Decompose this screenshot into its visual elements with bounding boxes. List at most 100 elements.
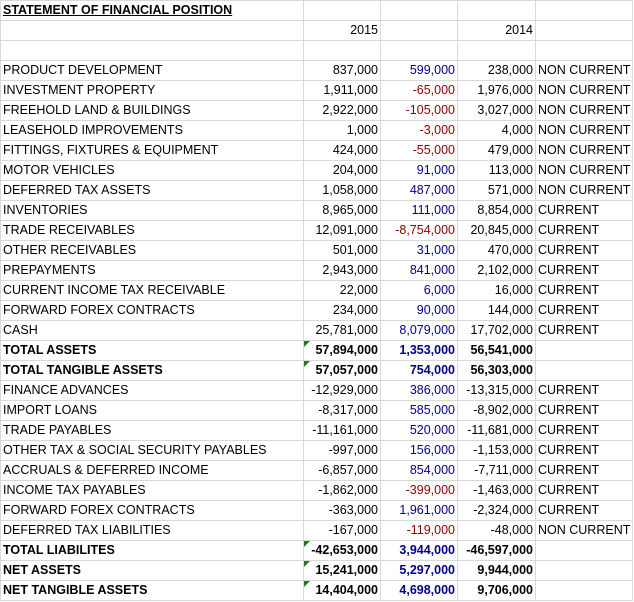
value-2014-cell[interactable]: 479,000 <box>457 140 536 161</box>
empty-cell[interactable] <box>380 20 458 41</box>
change-cell[interactable]: 4,698,000 <box>380 580 458 601</box>
change-cell[interactable]: 156,000 <box>380 440 458 461</box>
value-2015-cell[interactable]: 14,404,000 <box>303 580 381 601</box>
row-label-cell[interactable]: INVENTORIES <box>0 200 304 221</box>
classification-cell[interactable]: NON CURRENT <box>534 160 634 181</box>
value-2015-cell[interactable]: 837,000 <box>303 60 381 81</box>
change-cell[interactable]: 31,000 <box>380 240 458 261</box>
classification-cell[interactable]: NON CURRENT <box>534 100 634 121</box>
value-2015-cell[interactable]: 2,943,000 <box>303 260 381 281</box>
value-2015-cell[interactable]: -1,862,000 <box>303 480 381 501</box>
value-2015-cell[interactable]: 1,000 <box>303 120 381 141</box>
value-2014-cell[interactable]: 113,000 <box>457 160 536 181</box>
value-2015-cell[interactable]: 501,000 <box>303 240 381 261</box>
change-cell[interactable]: -105,000 <box>380 100 458 121</box>
classification-cell[interactable]: CURRENT <box>534 320 634 341</box>
change-cell[interactable]: -3,000 <box>380 120 458 141</box>
classification-cell[interactable]: CURRENT <box>534 400 634 421</box>
value-2015-cell[interactable]: 2,922,000 <box>303 100 381 121</box>
row-label-cell[interactable]: FORWARD FOREX CONTRACTS <box>0 300 304 321</box>
classification-cell[interactable]: CURRENT <box>534 480 634 501</box>
row-label-cell[interactable]: TOTAL ASSETS <box>0 340 304 361</box>
value-2015-cell[interactable]: -8,317,000 <box>303 400 381 421</box>
row-label-cell[interactable]: IMPORT LOANS <box>0 400 304 421</box>
value-2015-cell[interactable]: 25,781,000 <box>303 320 381 341</box>
classification-cell[interactable]: CURRENT <box>534 260 634 281</box>
row-label-cell[interactable]: FREEHOLD LAND & BUILDINGS <box>0 100 304 121</box>
value-2015-cell[interactable]: -167,000 <box>303 520 381 541</box>
change-cell[interactable]: 8,079,000 <box>380 320 458 341</box>
value-2015-cell[interactable]: -6,857,000 <box>303 460 381 481</box>
value-2015-cell[interactable]: -363,000 <box>303 500 381 521</box>
value-2015-cell[interactable]: 57,894,000 <box>303 340 381 361</box>
empty-cell[interactable] <box>380 0 458 21</box>
change-cell[interactable]: 599,000 <box>380 60 458 81</box>
classification-cell[interactable]: CURRENT <box>534 220 634 241</box>
value-2014-cell[interactable]: 20,845,000 <box>457 220 536 241</box>
change-cell[interactable]: 754,000 <box>380 360 458 381</box>
classification-cell[interactable]: CURRENT <box>534 380 634 401</box>
classification-cell[interactable]: NON CURRENT <box>534 120 634 141</box>
value-2014-cell[interactable]: 470,000 <box>457 240 536 261</box>
row-label-cell[interactable]: OTHER TAX & SOCIAL SECURITY PAYABLES <box>0 440 304 461</box>
value-2014-cell[interactable]: -1,463,000 <box>457 480 536 501</box>
change-cell[interactable]: 6,000 <box>380 280 458 301</box>
change-cell[interactable]: -399,000 <box>380 480 458 501</box>
value-2014-cell[interactable]: 1,976,000 <box>457 80 536 101</box>
change-cell[interactable]: -119,000 <box>380 520 458 541</box>
value-2015-cell[interactable]: 204,000 <box>303 160 381 181</box>
change-cell[interactable]: 386,000 <box>380 380 458 401</box>
change-cell[interactable]: 3,944,000 <box>380 540 458 561</box>
row-label-cell[interactable]: DEFERRED TAX LIABILITIES <box>0 520 304 541</box>
value-2014-cell[interactable]: -7,711,000 <box>457 460 536 481</box>
classification-cell[interactable]: CURRENT <box>534 500 634 521</box>
classification-cell[interactable] <box>534 580 634 601</box>
empty-cell[interactable] <box>380 40 458 61</box>
value-2014-cell[interactable]: -48,000 <box>457 520 536 541</box>
change-cell[interactable]: -55,000 <box>380 140 458 161</box>
empty-cell[interactable] <box>534 0 634 21</box>
value-2014-cell[interactable]: 571,000 <box>457 180 536 201</box>
change-cell[interactable]: -8,754,000 <box>380 220 458 241</box>
value-2015-cell[interactable]: -11,161,000 <box>303 420 381 441</box>
classification-cell[interactable]: CURRENT <box>534 420 634 441</box>
value-2015-cell[interactable]: 1,058,000 <box>303 180 381 201</box>
year-2014-header[interactable]: 2014 <box>457 20 536 41</box>
change-cell[interactable]: 5,297,000 <box>380 560 458 581</box>
value-2014-cell[interactable]: 16,000 <box>457 280 536 301</box>
value-2015-cell[interactable]: 1,911,000 <box>303 80 381 101</box>
value-2014-cell[interactable]: 4,000 <box>457 120 536 141</box>
empty-cell[interactable] <box>457 0 536 21</box>
row-label-cell[interactable]: PREPAYMENTS <box>0 260 304 281</box>
empty-cell[interactable] <box>0 40 304 61</box>
sheet-title[interactable]: STATEMENT OF FINANCIAL POSITION <box>0 0 304 21</box>
classification-cell[interactable] <box>534 360 634 381</box>
value-2014-cell[interactable]: -11,681,000 <box>457 420 536 441</box>
row-label-cell[interactable]: LEASEHOLD IMPROVEMENTS <box>0 120 304 141</box>
row-label-cell[interactable]: MOTOR VEHICLES <box>0 160 304 181</box>
value-2014-cell[interactable]: 2,102,000 <box>457 260 536 281</box>
value-2015-cell[interactable]: 12,091,000 <box>303 220 381 241</box>
value-2015-cell[interactable]: -997,000 <box>303 440 381 461</box>
row-label-cell[interactable]: CURRENT INCOME TAX RECEIVABLE <box>0 280 304 301</box>
value-2014-cell[interactable]: -1,153,000 <box>457 440 536 461</box>
change-cell[interactable]: 1,353,000 <box>380 340 458 361</box>
classification-cell[interactable] <box>534 340 634 361</box>
row-label-cell[interactable]: INVESTMENT PROPERTY <box>0 80 304 101</box>
row-label-cell[interactable]: INCOME TAX PAYABLES <box>0 480 304 501</box>
classification-cell[interactable] <box>534 560 634 581</box>
row-label-cell[interactable]: OTHER RECEIVABLES <box>0 240 304 261</box>
value-2015-cell[interactable]: 15,241,000 <box>303 560 381 581</box>
empty-cell[interactable] <box>303 40 381 61</box>
empty-cell[interactable] <box>457 40 536 61</box>
empty-cell[interactable] <box>534 40 634 61</box>
value-2015-cell[interactable]: 8,965,000 <box>303 200 381 221</box>
classification-cell[interactable]: CURRENT <box>534 440 634 461</box>
empty-cell[interactable] <box>534 20 634 41</box>
change-cell[interactable]: 854,000 <box>380 460 458 481</box>
row-label-cell[interactable]: DEFERRED TAX ASSETS <box>0 180 304 201</box>
value-2015-cell[interactable]: -12,929,000 <box>303 380 381 401</box>
value-2014-cell[interactable]: 17,702,000 <box>457 320 536 341</box>
value-2014-cell[interactable]: -2,324,000 <box>457 500 536 521</box>
value-2015-cell[interactable]: 22,000 <box>303 280 381 301</box>
